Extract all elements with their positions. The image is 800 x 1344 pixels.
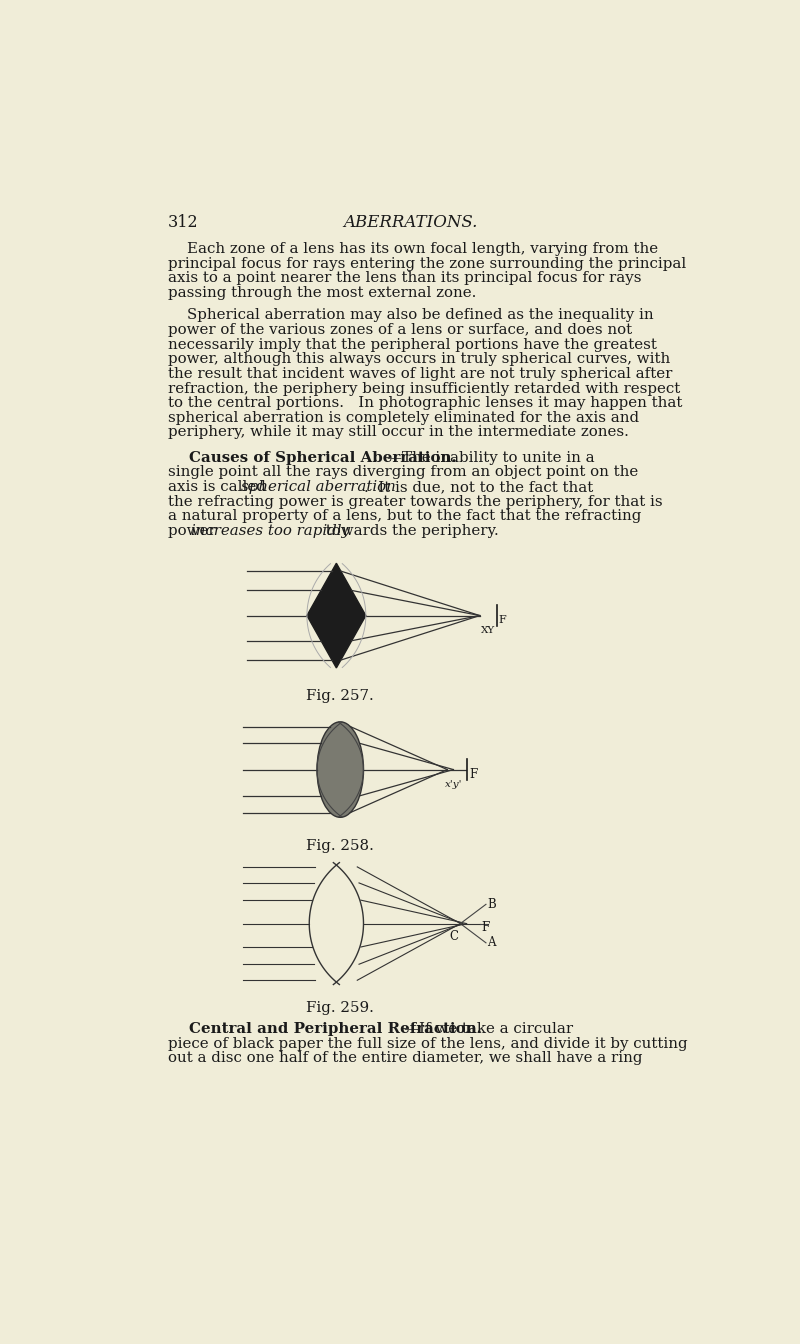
Text: F: F — [482, 921, 490, 934]
Text: passing through the most external zone.: passing through the most external zone. — [168, 286, 477, 300]
Text: to the central portions.   In photographic lenses it may happen that: to the central portions. In photographic… — [168, 396, 682, 410]
Text: increases too rapidly: increases too rapidly — [191, 524, 350, 538]
Text: axis to a point nearer the lens than its principal focus for rays: axis to a point nearer the lens than its… — [168, 271, 642, 285]
Text: Causes of Spherical Aberration.: Causes of Spherical Aberration. — [168, 450, 457, 465]
Text: the refracting power is greater towards the periphery, for that is: the refracting power is greater towards … — [168, 495, 663, 508]
Text: B: B — [487, 898, 496, 911]
Text: principal focus for rays entering the zone surrounding the principal: principal focus for rays entering the zo… — [168, 257, 686, 270]
Text: single point all the rays diverging from an object point on the: single point all the rays diverging from… — [168, 465, 638, 480]
Text: F: F — [498, 616, 506, 625]
Ellipse shape — [317, 722, 363, 817]
Text: Central and Peripheral Refraction.: Central and Peripheral Refraction. — [168, 1023, 482, 1036]
Text: —If we take a circular: —If we take a circular — [404, 1023, 573, 1036]
Text: the result that incident waves of light are not truly spherical after: the result that incident waves of light … — [168, 367, 673, 380]
Text: F: F — [470, 767, 478, 781]
Text: ABERRATIONS.: ABERRATIONS. — [343, 214, 477, 231]
Text: spherical aberration is completely eliminated for the axis and: spherical aberration is completely elimi… — [168, 411, 639, 425]
Text: 312: 312 — [168, 214, 199, 231]
Polygon shape — [307, 563, 366, 668]
Text: XY: XY — [481, 625, 494, 634]
Text: axis is called: axis is called — [168, 480, 271, 495]
Text: spherical aberration: spherical aberration — [241, 480, 396, 495]
Text: necessarily imply that the peripheral portions have the greatest: necessarily imply that the peripheral po… — [168, 337, 657, 352]
Text: Each zone of a lens has its own focal length, varying from the: Each zone of a lens has its own focal le… — [168, 242, 658, 257]
Text: refraction, the periphery being insufficiently retarded with respect: refraction, the periphery being insuffic… — [168, 382, 681, 395]
Text: .  It is due, not to the fact that: . It is due, not to the fact that — [363, 480, 593, 495]
Text: a natural property of a lens, but to the fact that the refracting: a natural property of a lens, but to the… — [168, 509, 642, 523]
Text: Fig. 258.: Fig. 258. — [306, 839, 374, 853]
Text: periphery, while it may still occur in the intermediate zones.: periphery, while it may still occur in t… — [168, 426, 629, 439]
Text: Fig. 259.: Fig. 259. — [306, 1000, 374, 1015]
Text: A: A — [487, 937, 496, 949]
Text: power: power — [168, 524, 221, 538]
Text: power, although this always occurs in truly spherical curves, with: power, although this always occurs in tr… — [168, 352, 670, 367]
Text: towards the periphery.: towards the periphery. — [321, 524, 498, 538]
Text: Spherical aberration may also be defined as the inequality in: Spherical aberration may also be defined… — [168, 308, 654, 323]
Text: —The inability to unite in a: —The inability to unite in a — [386, 450, 594, 465]
Text: power of the various zones of a lens or surface, and does not: power of the various zones of a lens or … — [168, 323, 632, 337]
Text: Fig. 257.: Fig. 257. — [306, 688, 374, 703]
Text: out a disc one half of the entire diameter, we shall have a ring: out a disc one half of the entire diamet… — [168, 1051, 642, 1066]
Text: C: C — [450, 930, 458, 942]
Text: x'y': x'y' — [445, 780, 462, 789]
Text: piece of black paper the full size of the lens, and divide it by cutting: piece of black paper the full size of th… — [168, 1036, 688, 1051]
